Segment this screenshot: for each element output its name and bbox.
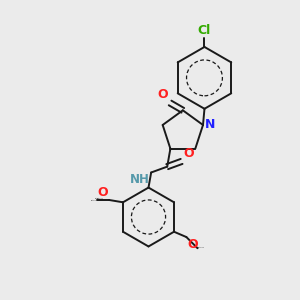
Text: methoxy: methoxy — [90, 199, 97, 201]
Text: O: O — [183, 147, 194, 160]
Text: O: O — [157, 88, 168, 101]
Text: methoxy2: methoxy2 — [198, 247, 205, 248]
Text: methoxy1: methoxy1 — [97, 197, 104, 199]
Text: NH: NH — [130, 173, 150, 186]
Text: O: O — [188, 238, 198, 251]
Text: O: O — [97, 186, 108, 199]
Text: N: N — [206, 118, 216, 131]
Text: methyl: methyl — [95, 198, 100, 199]
Text: Cl: Cl — [198, 24, 211, 37]
